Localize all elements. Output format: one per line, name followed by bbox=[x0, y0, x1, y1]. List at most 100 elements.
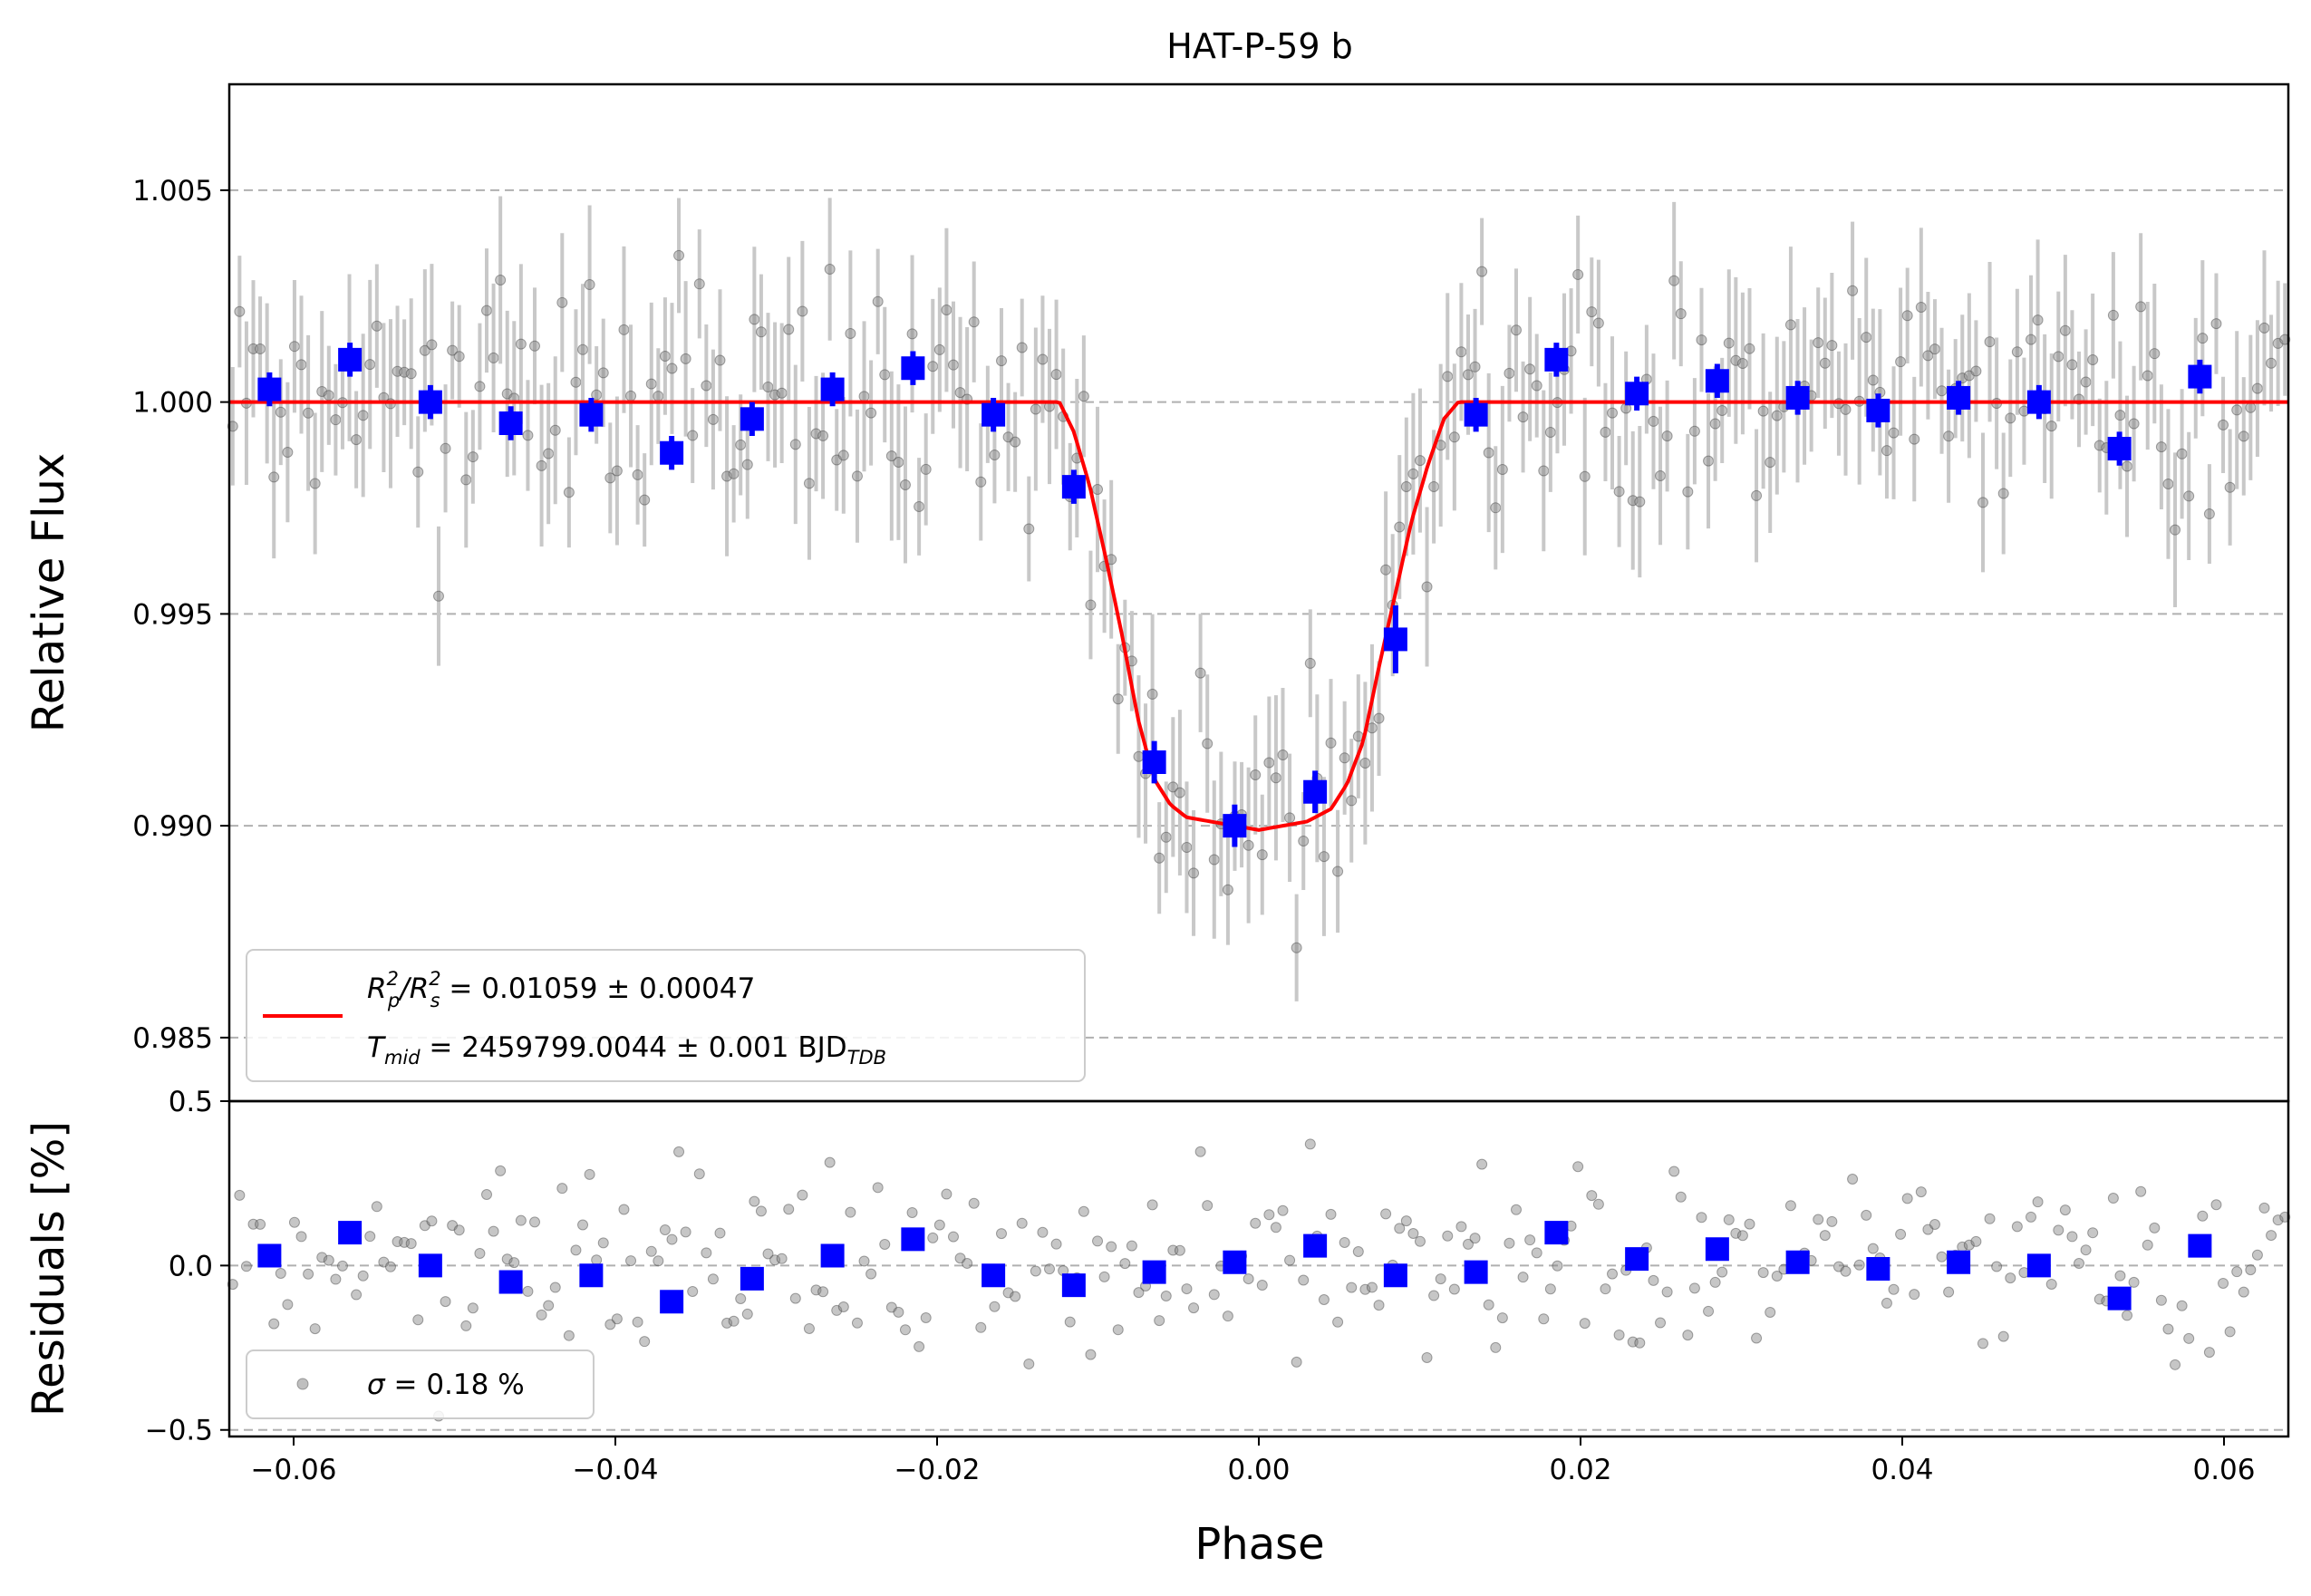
residual-raw-point bbox=[1627, 1336, 1639, 1348]
residual-raw-point bbox=[1016, 1217, 1028, 1229]
residual-raw-point bbox=[447, 1220, 459, 1232]
residual-raw-point bbox=[1840, 1265, 1852, 1277]
residual-raw-point bbox=[467, 1302, 479, 1314]
raw-point bbox=[1359, 758, 1371, 769]
raw-point bbox=[247, 343, 259, 354]
residual-raw-point bbox=[2176, 1300, 2188, 1311]
binned-point bbox=[901, 356, 925, 381]
raw-point bbox=[645, 378, 657, 390]
legend-tmid-symbol: T bbox=[367, 1031, 386, 1064]
raw-point bbox=[1167, 781, 1179, 793]
residual-raw-point bbox=[1901, 1193, 1913, 1204]
residual-raw-point bbox=[989, 1301, 1001, 1312]
residual-raw-point bbox=[2251, 1249, 2263, 1261]
residual-raw-point bbox=[591, 1254, 603, 1266]
residual-raw-point bbox=[1977, 1338, 1988, 1349]
raw-point bbox=[1291, 942, 1302, 953]
raw-point bbox=[1037, 353, 1049, 365]
residual-raw-point bbox=[914, 1340, 925, 1352]
raw-point bbox=[1572, 268, 1584, 280]
residual-raw-point bbox=[1970, 1235, 1982, 1247]
residual-raw-point bbox=[1922, 1224, 1934, 1235]
residual-raw-point bbox=[309, 1323, 321, 1335]
residual-raw-point bbox=[2149, 1222, 2161, 1233]
residual-raw-point bbox=[1586, 1190, 1598, 1202]
raw-point bbox=[941, 305, 952, 316]
residual-raw-point bbox=[1112, 1324, 1124, 1336]
raw-point bbox=[1188, 867, 1200, 879]
residual-raw-point bbox=[2032, 1196, 2044, 1208]
residual-raw-point bbox=[1002, 1287, 1014, 1299]
residual-raw-point bbox=[611, 1313, 623, 1325]
residual-raw-point bbox=[639, 1336, 651, 1348]
residual-raw-point bbox=[584, 1168, 595, 1180]
residual-raw-point bbox=[2231, 1266, 2243, 1278]
residual-raw-point bbox=[1359, 1283, 1371, 1295]
raw-point bbox=[975, 476, 987, 488]
raw-point bbox=[865, 407, 877, 419]
raw-point bbox=[1002, 431, 1014, 443]
residual-raw-point bbox=[460, 1320, 472, 1331]
raw-point bbox=[447, 344, 459, 356]
residual-raw-point bbox=[1277, 1204, 1289, 1216]
residual-raw-point bbox=[885, 1301, 897, 1313]
raw-point bbox=[1915, 301, 1927, 313]
raw-point bbox=[426, 339, 438, 351]
residual-raw-point bbox=[1208, 1289, 1220, 1301]
raw-point bbox=[1414, 455, 1426, 467]
residual-raw-point bbox=[968, 1197, 980, 1209]
binned-residual-point bbox=[1223, 1250, 1247, 1274]
raw-point bbox=[714, 354, 726, 366]
raw-point bbox=[2183, 490, 2195, 502]
raw-point bbox=[295, 359, 307, 371]
raw-point bbox=[1085, 599, 1097, 611]
residual-raw-point bbox=[687, 1286, 699, 1298]
raw-point bbox=[1504, 367, 1515, 379]
residual-raw-point bbox=[440, 1296, 451, 1308]
raw-point bbox=[2203, 508, 2215, 520]
raw-point bbox=[851, 470, 863, 482]
raw-point bbox=[275, 406, 286, 418]
residual-raw-point bbox=[501, 1253, 513, 1265]
residual-raw-point bbox=[2074, 1257, 2085, 1269]
chart-title: HAT-P-59 b bbox=[1166, 26, 1352, 66]
residual-raw-point bbox=[336, 1260, 348, 1272]
residual-raw-point bbox=[1744, 1218, 1755, 1230]
raw-point bbox=[1256, 849, 1268, 861]
raw-point bbox=[2251, 382, 2263, 394]
raw-point bbox=[1730, 354, 1742, 366]
raw-point bbox=[1963, 370, 1975, 382]
raw-point bbox=[556, 296, 568, 308]
residual-raw-point bbox=[865, 1268, 877, 1280]
legend-rp-rs-entry: R2 p/R2 s = 0.01059 ± 0.00047 bbox=[367, 968, 755, 1011]
residual-raw-point bbox=[996, 1228, 1007, 1240]
raw-point bbox=[701, 380, 712, 392]
raw-point bbox=[1194, 667, 1206, 679]
residual-raw-point bbox=[769, 1254, 781, 1266]
x-axis-label: Phase bbox=[1194, 1519, 1324, 1570]
residual-raw-point bbox=[1030, 1265, 1041, 1277]
residual-raw-point bbox=[412, 1314, 424, 1326]
residual-raw-point bbox=[351, 1289, 363, 1301]
raw-point bbox=[680, 353, 691, 364]
residual-raw-point bbox=[2005, 1272, 2016, 1284]
residual-raw-point bbox=[1607, 1268, 1619, 1280]
residual-raw-point bbox=[1826, 1215, 1838, 1227]
binned-point bbox=[820, 377, 845, 401]
raw-point bbox=[453, 351, 465, 363]
raw-point bbox=[762, 381, 774, 392]
residual-raw-point bbox=[549, 1282, 561, 1293]
raw-point bbox=[2011, 346, 2023, 358]
residual-raw-point bbox=[240, 1261, 252, 1272]
residual-raw-point bbox=[673, 1146, 685, 1157]
residual-raw-point bbox=[1853, 1259, 1865, 1271]
residual-raw-point bbox=[1675, 1191, 1687, 1203]
raw-point bbox=[529, 340, 541, 352]
residual-raw-point bbox=[384, 1261, 396, 1272]
raw-point bbox=[419, 344, 430, 356]
raw-point bbox=[783, 324, 795, 335]
raw-point bbox=[824, 264, 836, 276]
residual-raw-point bbox=[570, 1244, 582, 1256]
raw-point bbox=[1030, 403, 1041, 415]
